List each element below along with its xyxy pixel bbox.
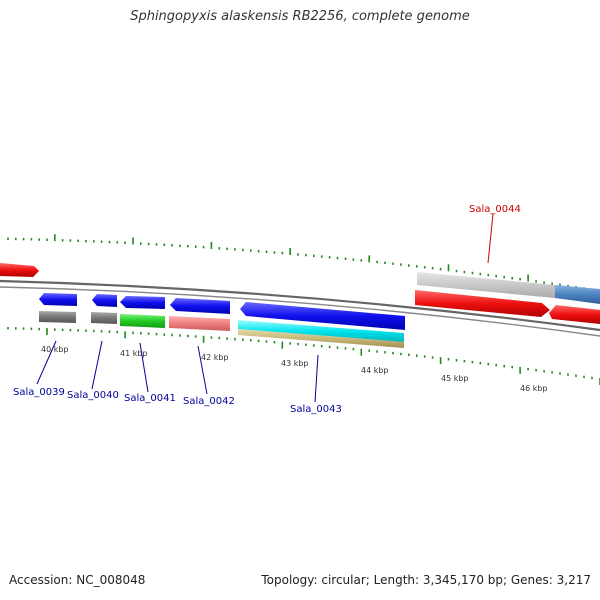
accession-label: Accession: NC_008048 [9, 573, 146, 587]
tick-label-46kbp: 46 kbp [520, 384, 548, 393]
gene-label-sala-0044[interactable]: Sala_0044 [469, 204, 521, 215]
gene-label-sala-0041[interactable]: Sala_0041 [124, 393, 176, 404]
gene-bar-sala-0042[interactable] [169, 316, 230, 331]
gene-label-sala-0039[interactable]: Sala_0039 [13, 387, 65, 398]
gene-bar-steelblue[interactable] [555, 285, 600, 304]
tick-label-43kbp: 43 kbp [281, 359, 309, 368]
cds-arrow-right-edge[interactable] [549, 305, 600, 324]
genome-title: Sphingopyxis alaskensis RB2256, complete… [130, 9, 470, 24]
cds-arrow-sala-0042[interactable] [170, 298, 230, 314]
cds-arrow-sala-0043[interactable] [240, 302, 405, 330]
gene-label-sala-0043[interactable]: Sala_0043 [290, 404, 342, 415]
cds-arrow-sala-0040[interactable] [92, 294, 117, 307]
cds-arrow-left-edge[interactable] [0, 263, 39, 277]
gene-bar-sala-0043-khaki[interactable] [238, 329, 404, 348]
cds-arrow-sala-0041[interactable] [120, 296, 165, 309]
tick-label-44kbp: 44 kbp [361, 366, 389, 375]
leader-sala-0044 [487, 213, 494, 264]
gene-bar-sala-0041[interactable] [120, 314, 165, 328]
genome-backbone-inner [0, 286, 600, 337]
leader-sala-0039 [36, 340, 57, 385]
gene-label-sala-0042[interactable]: Sala_0042 [183, 396, 235, 407]
cds-arrow-sala-0039[interactable] [39, 293, 77, 306]
leader-sala-0040 [91, 340, 103, 390]
inner-tick-ring [7, 327, 600, 385]
tick-label-45kbp: 45 kbp [441, 374, 469, 383]
gene-label-sala-0040[interactable]: Sala_0040 [67, 390, 119, 401]
cds-arrow-sala-0044[interactable] [415, 290, 550, 317]
tick-label-41kbp: 41 kbp [120, 349, 148, 358]
genome-backbone [0, 279, 600, 332]
topology-label: Topology: circular; Length: 3,345,170 bp… [261, 573, 591, 587]
leader-sala-0041 [139, 342, 149, 393]
leader-sala-0043 [314, 354, 319, 403]
gene-bar-sala-0040[interactable] [91, 312, 117, 324]
gene-bar-sala-0043-cyan[interactable] [238, 320, 404, 342]
tick-label-42kbp: 42 kbp [201, 353, 229, 362]
leader-sala-0042 [197, 345, 208, 395]
gene-bar-sala-0044-top[interactable] [417, 272, 555, 298]
gene-bar-sala-0039[interactable] [39, 311, 76, 323]
tick-label-40kbp: 40 kbp [41, 345, 69, 354]
